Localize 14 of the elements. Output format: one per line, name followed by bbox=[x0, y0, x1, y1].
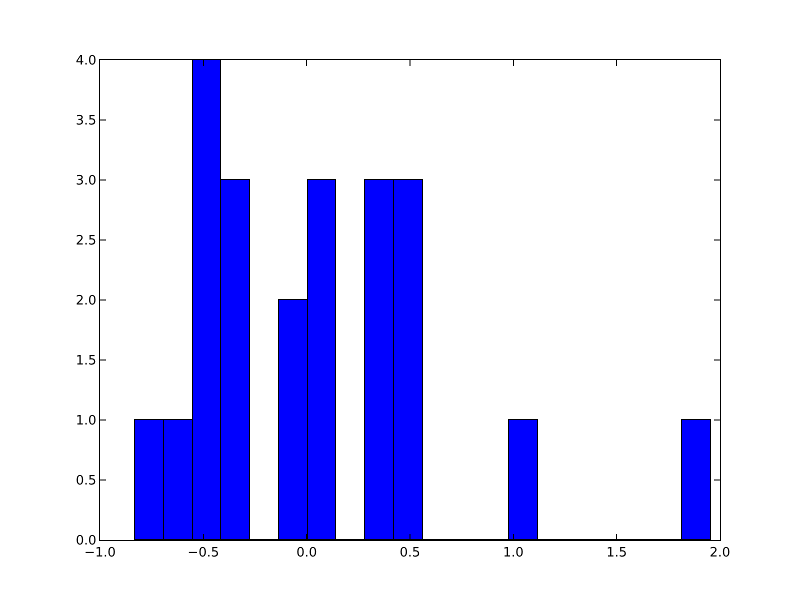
y-tick-label: 3.0 bbox=[76, 174, 96, 189]
x-tick-label: 2.0 bbox=[710, 546, 730, 561]
y-tick-label: 3.5 bbox=[76, 114, 96, 129]
y-tick-label: 4.0 bbox=[76, 54, 96, 69]
x-tick-label: 1.5 bbox=[606, 546, 628, 561]
x-tick-label: 1.0 bbox=[502, 546, 524, 561]
x-tick-label: −0.5 bbox=[188, 546, 220, 561]
y-tick-label: 1.0 bbox=[76, 414, 96, 429]
y-tick-label: 2.5 bbox=[76, 234, 96, 249]
y-tick-label: 1.5 bbox=[76, 354, 96, 369]
y-tick-label: 0.5 bbox=[76, 474, 96, 489]
x-tick-label: 0.0 bbox=[296, 546, 318, 561]
x-tick-label: 0.5 bbox=[400, 546, 420, 561]
y-tick-label: 2.0 bbox=[76, 294, 96, 309]
